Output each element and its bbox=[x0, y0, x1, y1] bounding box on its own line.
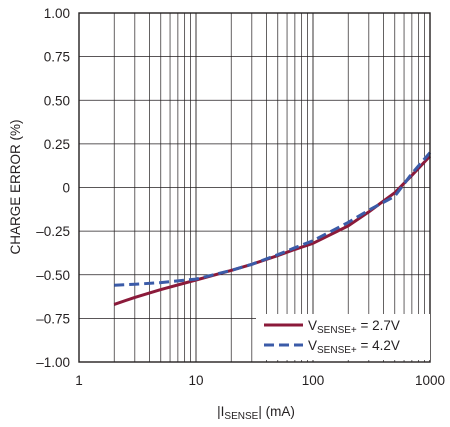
y-axis-label: CHARGE ERROR (%) bbox=[8, 119, 23, 254]
x-axis-label: |ISENSE| (mA) bbox=[217, 404, 295, 422]
legend-label-series-2: VSENSE+ = 4.2V bbox=[308, 338, 400, 356]
y-tick-label: –0.75 bbox=[36, 311, 70, 326]
series-lines bbox=[113, 151, 432, 306]
legend-label-series-1-pre: V bbox=[308, 318, 317, 333]
legend-label-series-2-post: = 4.2V bbox=[357, 338, 400, 353]
legend-label-series-2-pre: V bbox=[308, 338, 317, 353]
x-tick-label: 1000 bbox=[415, 373, 445, 388]
y-tick-label: 1.00 bbox=[44, 6, 70, 21]
x-tick-label: 10 bbox=[188, 373, 203, 388]
legend-label-series-1-post: = 2.7V bbox=[357, 318, 400, 333]
legend-label-series-1-sub: SENSE+ bbox=[317, 325, 357, 336]
y-tick-label: 0.25 bbox=[44, 137, 70, 152]
plot-frame bbox=[78, 12, 431, 363]
x-tick-label: 100 bbox=[302, 373, 325, 388]
x-axis-label-post: | (mA) bbox=[258, 404, 295, 419]
series-line-1 bbox=[113, 155, 432, 306]
y-tick-label: –0.25 bbox=[36, 224, 70, 239]
y-tick-label: –1.00 bbox=[36, 355, 70, 370]
y-tick-label: 0 bbox=[62, 181, 70, 196]
x-axis-label-pre: |I bbox=[217, 404, 224, 419]
series-line-2 bbox=[114, 151, 432, 287]
legend-box bbox=[256, 314, 430, 360]
x-tick-labels: 1 10 100 1000 bbox=[75, 373, 445, 388]
y-tick-label: 0.50 bbox=[44, 93, 70, 108]
x-tick-label: 1 bbox=[75, 373, 83, 388]
x-axis-label-sub: SENSE bbox=[224, 411, 258, 422]
legend-label-series-2-sub: SENSE+ bbox=[317, 345, 357, 356]
legend: VSENSE+ = 2.7V VSENSE+ = 4.2V bbox=[256, 314, 430, 360]
legend-label-series-1: VSENSE+ = 2.7V bbox=[308, 318, 400, 336]
grid bbox=[79, 13, 430, 362]
y-tick-label: –0.50 bbox=[36, 268, 70, 283]
y-tick-label: 0.75 bbox=[44, 50, 70, 65]
y-tick-labels: 1.00 0.75 0.50 0.25 0 –0.25 –0.50 –0.75 –1.00 bbox=[36, 6, 70, 370]
